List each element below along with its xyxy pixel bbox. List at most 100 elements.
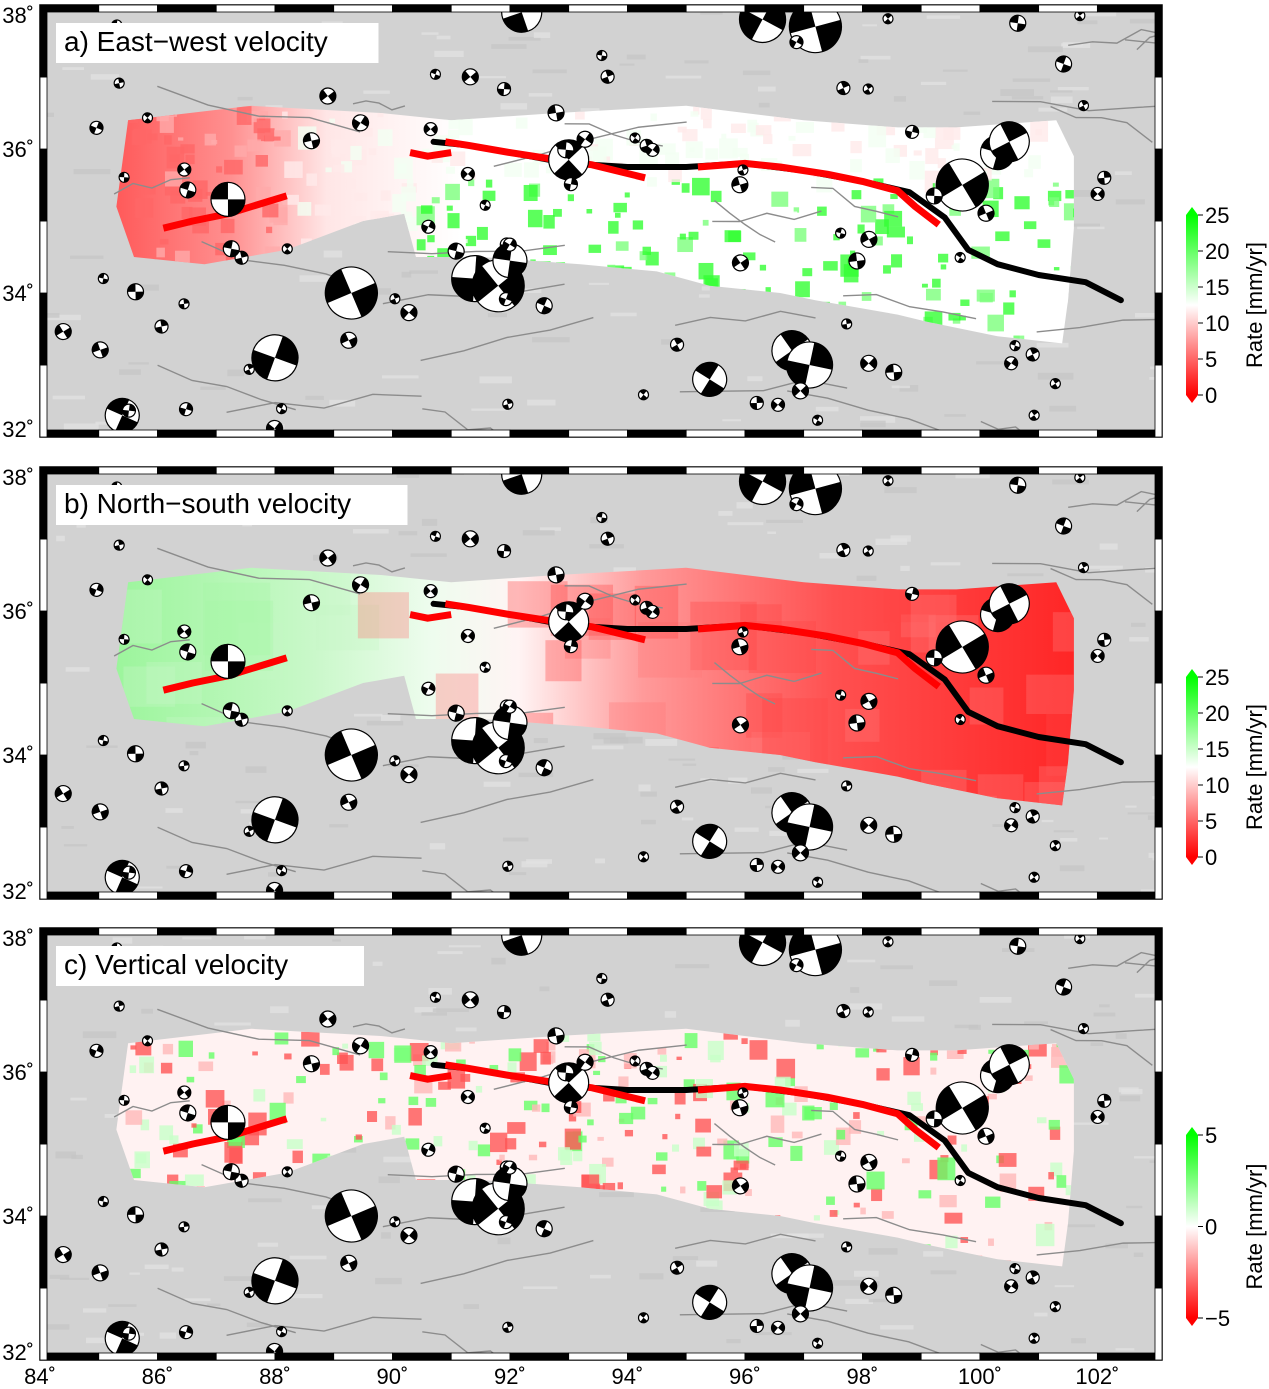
panel-title-text: b) North−south velocity <box>64 488 351 519</box>
focal-mechanism-large <box>692 823 728 860</box>
focal-mechanism-small <box>178 1221 190 1233</box>
focal-mechanism-small <box>234 250 249 265</box>
focal-mechanism-small <box>319 1010 337 1028</box>
focal-mechanism-small <box>600 69 615 84</box>
focal-mechanism-small <box>547 104 565 122</box>
focal-mechanism-small <box>460 166 475 182</box>
focal-mechanism-large <box>324 728 378 782</box>
focal-mechanism-small <box>791 1305 810 1323</box>
focal-mechanism-small <box>737 626 749 638</box>
focal-mechanism-small <box>596 972 608 985</box>
focal-mechanism-small <box>177 1085 192 1100</box>
focal-mechanism-small <box>954 251 966 264</box>
colorbar-ramp <box>1186 677 1198 857</box>
focal-mechanism-small <box>479 661 491 673</box>
fault-segment-red <box>409 149 452 160</box>
focal-mechanism-small <box>535 297 553 315</box>
latitude-label: 32˚ <box>2 879 34 904</box>
focal-mechanism-small <box>389 755 401 767</box>
focal-mechanism-small <box>154 781 169 796</box>
focal-mechanism-large <box>251 334 299 382</box>
focal-mechanism-small <box>154 1242 169 1257</box>
focal-mechanism-small <box>479 1122 491 1134</box>
focal-mechanism-small <box>177 162 192 177</box>
focal-mechanism-small <box>576 130 594 148</box>
colorbar-tick-label: 15 <box>1205 275 1229 300</box>
focal-mechanism-small <box>904 1047 920 1062</box>
focal-mechanism-small <box>113 539 125 551</box>
focal-mechanism-small <box>860 1153 878 1171</box>
focal-mechanism-small <box>737 1087 749 1099</box>
fault-segment-red <box>697 159 941 228</box>
focal-mechanism-small <box>563 177 579 192</box>
focal-mechanism-small <box>860 354 878 372</box>
focal-mechanism-small <box>1009 937 1027 955</box>
focal-mechanism-small <box>835 227 847 239</box>
colorbar-label: Rate [mm/yr] <box>1242 242 1267 368</box>
colorbar: 0 5 10 15 20 25 Rate [mm/yr] <box>1186 203 1267 408</box>
focal-mechanism-small <box>447 242 465 260</box>
focal-mechanism-small <box>841 318 853 330</box>
focal-mechanism-large <box>324 266 378 320</box>
focal-mechanism-small <box>789 958 804 973</box>
focal-mechanism-large <box>251 1257 299 1305</box>
colorbar-tick-label: 25 <box>1205 203 1229 228</box>
panel-title-text: a) East−west velocity <box>64 26 328 57</box>
colorbar-min-arrow <box>1186 395 1198 403</box>
focal-mechanism-small <box>118 633 130 645</box>
colorbar-min-arrow <box>1186 1318 1198 1326</box>
focal-mechanism-small <box>1097 632 1112 647</box>
focal-mechanism-small <box>302 594 321 612</box>
focal-mechanism-small <box>848 252 866 270</box>
focal-mechanisms <box>54 467 1112 899</box>
focal-mechanism-small <box>91 341 109 359</box>
focal-mechanism-small <box>340 331 358 349</box>
focal-mechanism-small <box>502 1160 517 1175</box>
colorbar-tick-label: 0 <box>1205 1215 1217 1240</box>
focal-mechanism-small <box>222 702 240 720</box>
focal-mechanism-small <box>461 530 479 548</box>
map-panel-1: a) East−west velocity 38˚ 36˚ 34˚ 32˚ 0 5 10 15 2… <box>2 3 1267 442</box>
latitude-label: 36˚ <box>2 1060 34 1085</box>
focal-mechanism-small <box>498 754 514 769</box>
focal-mechanism-small <box>600 992 615 1007</box>
focal-mechanism-small <box>447 704 465 722</box>
focal-mechanism-small <box>737 164 749 176</box>
focal-mechanism-small <box>669 799 685 814</box>
longitude-label: 86˚ <box>142 1364 174 1389</box>
focal-mechanism-small <box>885 1286 903 1304</box>
focal-mechanism-large <box>324 1189 378 1243</box>
focal-mechanism-small <box>498 1215 514 1230</box>
colorbar-tick-label: 25 <box>1205 665 1229 690</box>
colorbar-tick-label: 10 <box>1205 311 1229 336</box>
focal-mechanism-small <box>502 1321 514 1333</box>
focal-mechanism-small <box>836 80 851 96</box>
focal-mechanism-small <box>596 49 608 62</box>
focal-mechanism-small <box>54 784 72 803</box>
focal-mechanism-small <box>97 1195 109 1208</box>
focal-mechanism-small <box>645 142 660 158</box>
colorbar-max-arrow <box>1186 1127 1198 1135</box>
latitude-label: 38˚ <box>2 926 34 951</box>
focal-mechanism-small <box>121 865 137 880</box>
focal-mechanism-small <box>535 1220 553 1238</box>
focal-mechanism-small <box>835 1150 847 1162</box>
focal-mechanism-large <box>210 1104 246 1141</box>
map-panel-2: b) North−south velocity 38˚ 36˚ 34˚ 32˚ 0 5 10 1… <box>2 465 1267 904</box>
focal-mechanism-small <box>91 1264 109 1282</box>
focal-mechanism-small <box>121 403 137 418</box>
focal-mechanism-small <box>557 603 575 621</box>
focal-mechanism-small <box>629 594 641 606</box>
focal-mechanism-small <box>811 1337 824 1349</box>
focal-mechanisms <box>54 5 1112 437</box>
focal-mechanism-small <box>400 766 418 784</box>
colorbar-label: Rate [mm/yr] <box>1242 704 1267 830</box>
focal-mechanism-small <box>925 649 943 667</box>
focal-mechanism-small <box>496 1004 512 1020</box>
fault-segment-red <box>697 621 941 690</box>
latitude-label: 36˚ <box>2 137 34 162</box>
focal-mechanism-small <box>179 643 197 661</box>
focal-mechanism-small <box>281 1166 293 1178</box>
longitude-label: 84˚ <box>24 1364 56 1389</box>
focal-mechanism-small <box>502 237 517 252</box>
